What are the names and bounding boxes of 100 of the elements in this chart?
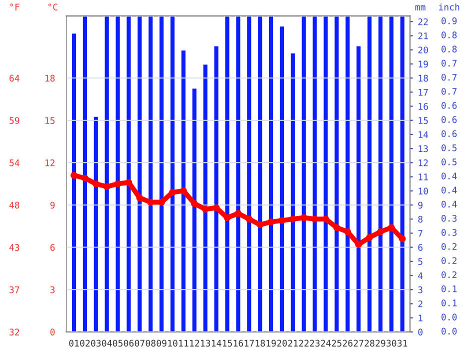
point bbox=[268, 218, 274, 226]
x-tick-label: 24 bbox=[320, 340, 331, 346]
bar bbox=[125, 16, 132, 332]
bar bbox=[136, 16, 144, 332]
bar bbox=[268, 16, 274, 332]
y3-axis-title: °F bbox=[10, 4, 20, 10]
bar bbox=[234, 16, 242, 332]
y2-tick-label: 20 bbox=[418, 46, 428, 54]
y-tick-label: 3 bbox=[50, 286, 55, 294]
point bbox=[81, 174, 88, 182]
bar bbox=[82, 16, 88, 332]
bar bbox=[300, 16, 308, 332]
bar bbox=[158, 16, 166, 332]
text: 0.6 bbox=[442, 130, 457, 138]
x-tick-label: 04 bbox=[102, 340, 112, 347]
bar bbox=[333, 16, 340, 332]
y2-tick-label: 9 bbox=[418, 202, 422, 209]
bar bbox=[202, 63, 209, 332]
text: 0.0 bbox=[442, 314, 457, 320]
bar bbox=[344, 16, 352, 332]
bar bbox=[246, 16, 253, 332]
x-tick-label: 06 bbox=[124, 340, 134, 347]
text: 0.6 bbox=[442, 116, 457, 123]
point bbox=[202, 206, 209, 213]
point bbox=[92, 180, 100, 188]
bar bbox=[70, 32, 78, 332]
x-tick-label: 01 bbox=[69, 340, 79, 347]
y2-tick-label: 8 bbox=[418, 216, 423, 223]
x-tick-label: 18 bbox=[256, 340, 265, 347]
y2-tick-label: 11 bbox=[418, 174, 428, 180]
bar bbox=[147, 16, 154, 332]
y3-tick-label: 59 bbox=[10, 117, 20, 124]
text: 0.2 bbox=[442, 271, 456, 278]
y2-axis-title: mm bbox=[415, 5, 426, 10]
point bbox=[289, 216, 296, 223]
bar bbox=[169, 16, 176, 332]
x-tick-label: 13 bbox=[201, 340, 210, 347]
text: 0.3 bbox=[442, 229, 457, 236]
bar bbox=[311, 16, 318, 332]
point bbox=[366, 234, 373, 241]
text: 0.5 bbox=[442, 158, 457, 166]
text: 0.1 bbox=[442, 300, 457, 306]
point bbox=[125, 178, 132, 186]
x-tick-label: 22 bbox=[299, 340, 309, 346]
x-tick-label: 09 bbox=[156, 340, 166, 347]
bar bbox=[322, 16, 330, 332]
x-tick-label: 05 bbox=[112, 340, 123, 347]
point bbox=[158, 198, 166, 206]
y2-tick-label: 2 bbox=[418, 300, 422, 308]
y-axis-title: °C bbox=[48, 4, 58, 10]
point bbox=[398, 235, 406, 242]
y2-tick-label: 12 bbox=[418, 159, 428, 166]
x-tick-label: 23 bbox=[310, 340, 320, 347]
text: 0.7 bbox=[442, 60, 457, 67]
y2-tick-label: 19 bbox=[418, 60, 428, 68]
y3-tick-label: 32 bbox=[10, 328, 20, 336]
point bbox=[147, 198, 154, 206]
bar bbox=[92, 115, 100, 332]
bar bbox=[212, 44, 220, 332]
x-tick-label: 19 bbox=[266, 340, 276, 347]
x-tick-label: 21 bbox=[288, 340, 298, 346]
y2-tick-label: 10 bbox=[418, 188, 428, 194]
point bbox=[103, 183, 110, 190]
point bbox=[212, 204, 220, 212]
x-tick-label: 27 bbox=[354, 340, 364, 346]
y2-tick-label: 1 bbox=[418, 314, 422, 322]
y-tick-label: 9 bbox=[50, 202, 55, 209]
point bbox=[278, 217, 286, 224]
point bbox=[234, 210, 242, 217]
y3-tick-label: 64 bbox=[10, 74, 20, 82]
y2-tick-label: 6 bbox=[418, 244, 422, 251]
point bbox=[190, 200, 198, 208]
point bbox=[246, 216, 253, 223]
x-tick-label: 20 bbox=[277, 340, 287, 347]
x-tick-label: 29 bbox=[376, 340, 386, 347]
x-tick-label: 15 bbox=[222, 340, 232, 347]
x-tick-label: 25 bbox=[332, 340, 342, 347]
point bbox=[311, 216, 318, 223]
text: 0.9 bbox=[442, 17, 457, 24]
text: 0.7 bbox=[442, 88, 457, 95]
bar bbox=[398, 16, 406, 332]
point bbox=[180, 187, 187, 194]
x-tick-label: 30 bbox=[386, 340, 396, 347]
point bbox=[322, 216, 330, 223]
point bbox=[388, 224, 395, 232]
point bbox=[333, 224, 340, 232]
x-tick-label: 07 bbox=[134, 340, 144, 347]
y-tick-label: 12 bbox=[45, 159, 54, 166]
x-tick-label: 11 bbox=[179, 340, 188, 346]
point bbox=[224, 214, 231, 222]
y-tick-label: 15 bbox=[45, 117, 55, 124]
bar bbox=[180, 49, 187, 332]
x-tick-label: 08 bbox=[146, 340, 156, 347]
bar bbox=[278, 25, 286, 332]
y-tick-label: 18 bbox=[45, 74, 55, 82]
text: 0.3 bbox=[442, 214, 457, 222]
x-tick-label: 14 bbox=[212, 340, 222, 346]
point bbox=[376, 228, 384, 236]
text: 0.1 bbox=[442, 285, 457, 292]
y3-tick-label: 54 bbox=[10, 160, 20, 166]
